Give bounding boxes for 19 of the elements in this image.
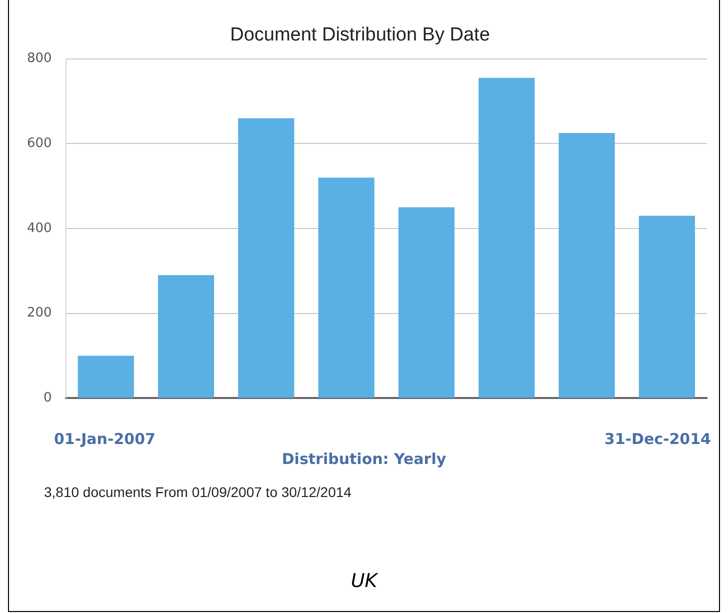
bar: [558, 133, 615, 398]
text: 31-Dec-2014: [604, 430, 711, 448]
bar: [78, 356, 134, 398]
y-tick-label: 200: [26, 306, 52, 321]
bar: [318, 178, 374, 398]
text: 01-Jan-2007: [54, 430, 156, 448]
x-axis-title: Distribution: Yearly: [280, 450, 448, 468]
y-tick-label: 0: [44, 390, 52, 406]
y-tick-label: 800: [26, 51, 52, 66]
bar: [238, 118, 294, 398]
bar: [158, 275, 214, 398]
y-tick-label: 400: [26, 220, 52, 236]
chart-title: Document Distribution By Date: [230, 24, 490, 46]
y-tick-label: 600: [26, 136, 52, 152]
text: UK: [350, 570, 380, 592]
text: 3,810 documents From 01/09/2007 to 30/12/2014: [44, 484, 352, 500]
bar: [638, 216, 695, 398]
bar: [398, 207, 455, 398]
bar: [478, 78, 535, 398]
